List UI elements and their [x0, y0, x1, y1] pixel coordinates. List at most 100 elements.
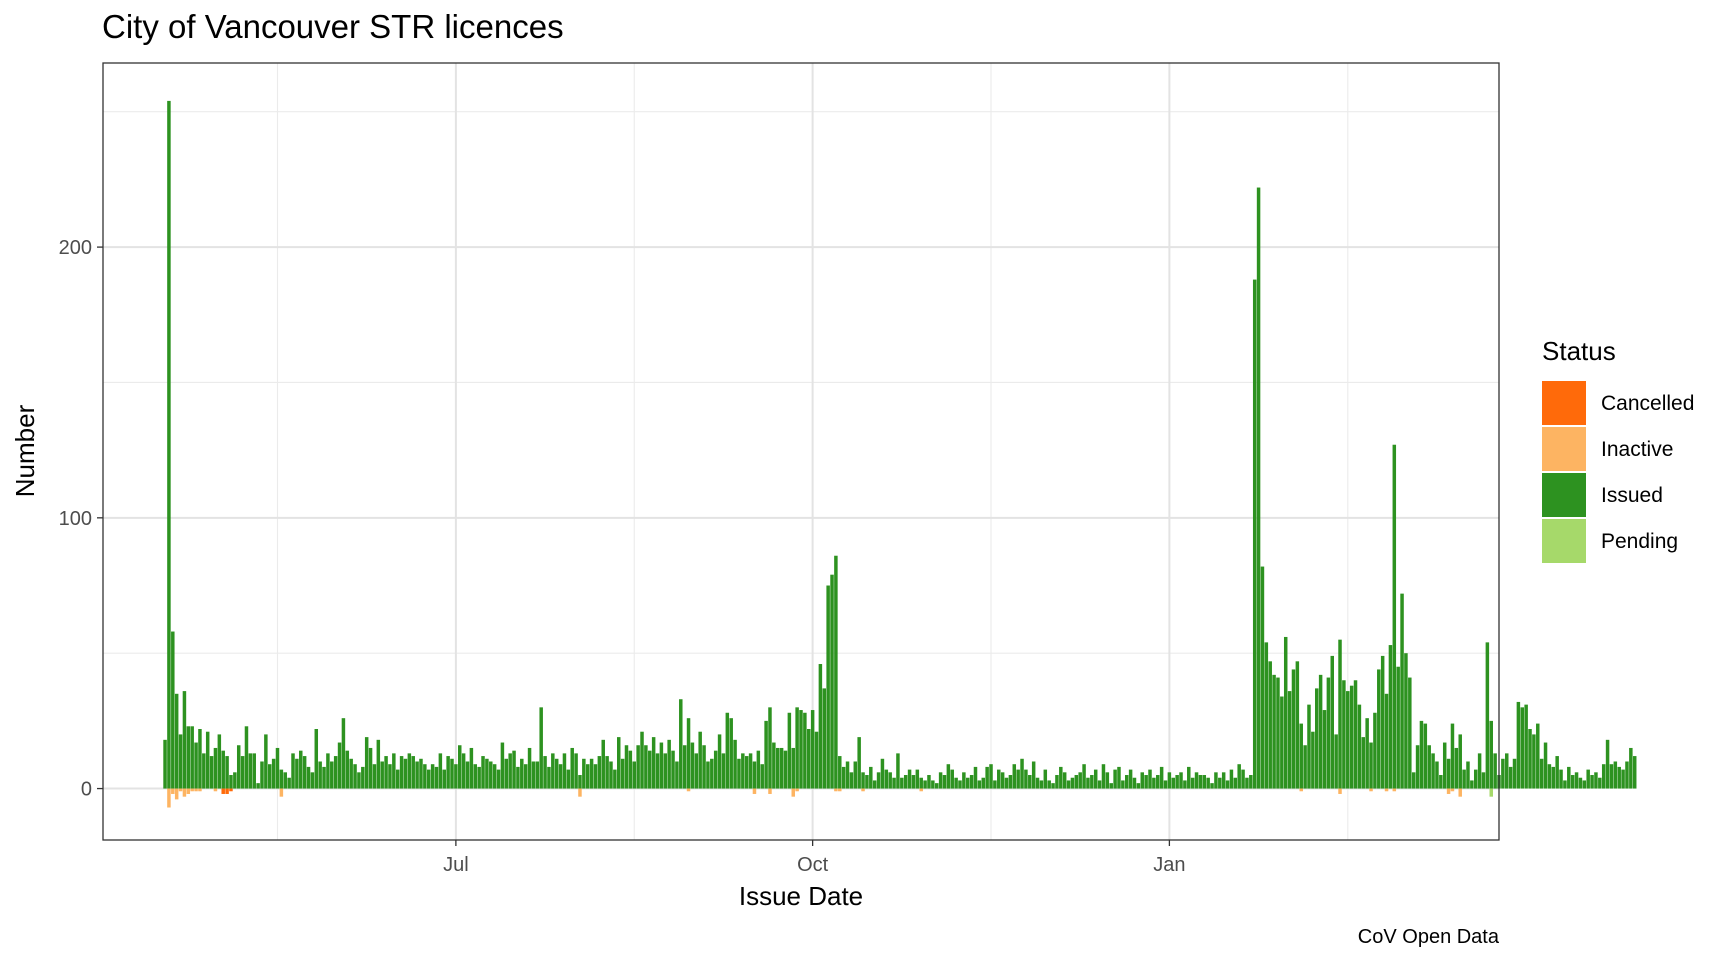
bar-issued [942, 775, 947, 789]
bar-issued [1000, 772, 1005, 789]
bar-issued [1454, 747, 1459, 789]
bar-issued [969, 775, 974, 789]
y-axis: 0 100 200 [59, 237, 103, 801]
bar-issued [748, 753, 753, 789]
bar-issued [710, 758, 714, 789]
bar-issued [1132, 777, 1137, 789]
bar-issued [233, 772, 237, 789]
bar-cancelled [225, 788, 229, 794]
bar-inactive [198, 788, 202, 792]
bar-issued [663, 753, 668, 789]
bar-inactive [167, 788, 171, 808]
bar-issued [1435, 761, 1439, 789]
bar-issued [279, 769, 284, 789]
bar-issued [1299, 723, 1303, 789]
bar-issued [1481, 772, 1486, 789]
bar-issued [1617, 766, 1621, 789]
bar-issued [217, 734, 222, 789]
bar-issued [392, 753, 396, 789]
bar-issued [869, 766, 873, 789]
bar-issued [1396, 666, 1400, 789]
bar-issued [1477, 753, 1482, 789]
bar-issued [818, 664, 823, 789]
bar-issued [1283, 636, 1288, 789]
bar-issued [535, 761, 540, 789]
bar-issued [907, 769, 912, 789]
bar-issued [1008, 775, 1013, 789]
chart-caption: CoV Open Data [1358, 926, 1500, 948]
bar-issued [1462, 769, 1466, 789]
bar-issued [617, 737, 621, 789]
bar-issued [861, 772, 865, 789]
y-tick-label: 0 [81, 779, 92, 801]
bar-issued [628, 750, 633, 789]
bar-issued [489, 761, 493, 789]
bar-issued [717, 734, 722, 789]
bar-issued [1066, 780, 1071, 789]
bar-issued [834, 555, 838, 789]
bar-issued [1039, 780, 1044, 789]
bar-pending [1489, 788, 1493, 797]
bar-issued [1322, 710, 1327, 789]
bar-issued [399, 756, 404, 789]
bar-issued [686, 718, 691, 789]
legend-key-pending [1542, 519, 1586, 563]
bar-issued [803, 712, 807, 789]
bar-issued [1214, 772, 1218, 789]
bar-inactive [791, 788, 795, 797]
bar-issued [1245, 777, 1249, 789]
bar-issued [244, 726, 249, 789]
bar-issued [1520, 707, 1525, 789]
bar-issued [264, 734, 268, 789]
bar-issued [473, 764, 478, 789]
bar-issued [1578, 777, 1583, 789]
bar-issued [1516, 701, 1521, 789]
bar-issued [1078, 772, 1082, 789]
bar-issued [252, 753, 256, 789]
bar-issued [283, 772, 287, 789]
bar-issued [752, 761, 757, 789]
bar-issued [551, 753, 555, 789]
bar-issued [1187, 766, 1191, 789]
bar-issued [725, 712, 730, 789]
bar-issued [640, 731, 644, 789]
bar-issued [713, 750, 718, 789]
bar-issued [783, 750, 788, 789]
bar-issued [682, 745, 687, 789]
bar-issued [198, 729, 202, 789]
bar-issued [1539, 758, 1544, 789]
bar-issued [977, 780, 982, 789]
bar-issued [523, 764, 528, 789]
bar-issued [380, 761, 384, 789]
bar-issued [779, 747, 784, 789]
bar-inactive [213, 788, 218, 792]
bar-issued [1388, 645, 1393, 789]
bar-issued [1303, 745, 1307, 789]
bar-issued [648, 750, 652, 789]
bar-issued [1311, 731, 1315, 789]
bar-issued [1144, 775, 1148, 789]
bar-inactive [686, 788, 691, 792]
bar-issued [485, 758, 489, 789]
bar-issued [585, 764, 590, 789]
bar-issued [1272, 674, 1276, 789]
bar-issued [1276, 677, 1280, 789]
bar-issued [865, 775, 869, 789]
bar-issued [330, 761, 334, 789]
bar-issued [857, 737, 861, 789]
bar-issued [430, 764, 435, 789]
bar-issued [679, 699, 683, 789]
bar-issued [1097, 780, 1102, 789]
bar-issued [900, 777, 904, 789]
bar-issued [1326, 677, 1331, 789]
bar-issued [729, 718, 733, 789]
bar-issued [566, 769, 571, 789]
bar-inactive [1458, 788, 1462, 797]
bar-issued [1625, 761, 1629, 789]
legend-items: Cancelled Inactive Issued Pending [1542, 381, 1694, 563]
bar-issued [1555, 756, 1559, 789]
bar-issued [295, 758, 299, 789]
bar-issued [973, 766, 978, 789]
bar-inactive [1299, 788, 1303, 792]
bar-issued [1307, 704, 1311, 789]
